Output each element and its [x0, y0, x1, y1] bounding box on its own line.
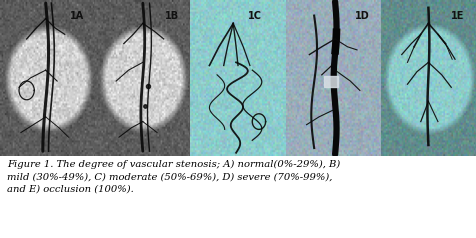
Text: 1D: 1D — [355, 11, 369, 21]
Text: 1C: 1C — [248, 11, 262, 21]
Text: 1B: 1B — [165, 11, 179, 21]
Text: Figure 1. The degree of vascular stenosis; A) normal(0%-29%), B)
mild (30%-49%),: Figure 1. The degree of vascular stenosi… — [7, 160, 340, 193]
Text: 1A: 1A — [69, 11, 84, 21]
Text: 1E: 1E — [451, 11, 465, 21]
Bar — [324, 76, 338, 87]
